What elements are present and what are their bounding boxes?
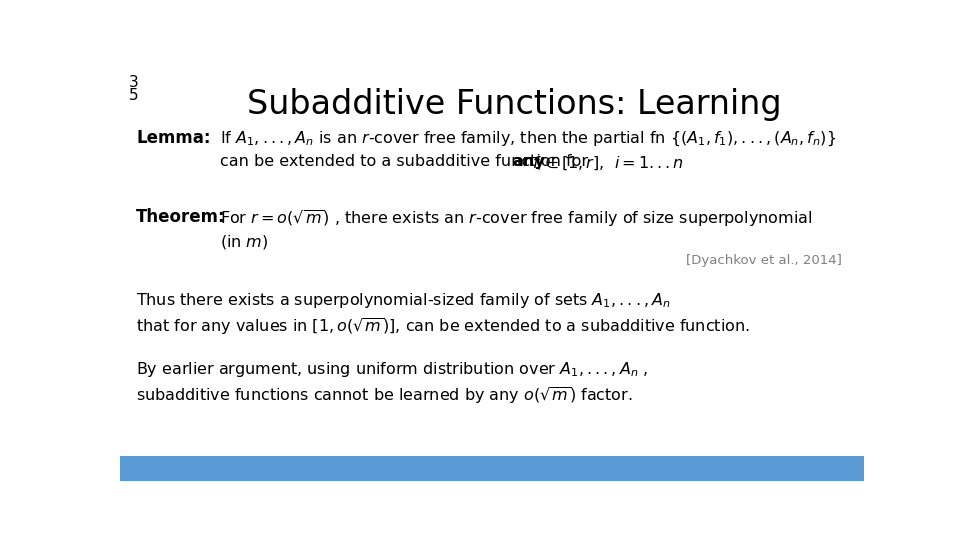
- Text: subadditive functions cannot be learned by any $o(\sqrt{m})$ factor.: subadditive functions cannot be learned …: [136, 385, 633, 406]
- Text: Subadditive Functions: Learning: Subadditive Functions: Learning: [247, 87, 781, 120]
- Text: If $A_1, ..., A_n$ is an $r$-cover free family, then the partial fn $\{(A_1, f_1: If $A_1, ..., A_n$ is an $r$-cover free …: [221, 129, 837, 147]
- Text: (in $m$): (in $m$): [221, 233, 269, 251]
- Text: that for any values in $[1, o(\sqrt{m})]$, can be extended to a subadditive func: that for any values in $[1, o(\sqrt{m})]…: [136, 316, 750, 338]
- Text: Lemma:: Lemma:: [136, 129, 211, 147]
- Text: Thus there exists a superpolynomial-sized family of sets $A_1, ..., A_n$: Thus there exists a superpolynomial-size…: [136, 292, 671, 310]
- Text: [Dyachkov et al., 2014]: [Dyachkov et al., 2014]: [685, 254, 842, 267]
- Text: By earlier argument, using uniform distribution over $A_1, ..., A_n$ ,: By earlier argument, using uniform distr…: [136, 360, 649, 379]
- Text: For $r = o(\sqrt{m})$ , there exists an $r$-cover free family of size superpolyn: For $r = o(\sqrt{m})$ , there exists an …: [221, 208, 813, 229]
- Text: any: any: [512, 154, 544, 169]
- Text: can be extended to a subadditive function for: can be extended to a subadditive functio…: [221, 154, 593, 169]
- Text: $f_i \in [1, r]$,  $i = 1...n$: $f_i \in [1, r]$, $i = 1...n$: [532, 154, 684, 173]
- Text: Theorem:: Theorem:: [136, 208, 226, 226]
- Text: 5: 5: [129, 87, 138, 103]
- Text: 3: 3: [129, 75, 138, 90]
- Bar: [120, 456, 864, 481]
